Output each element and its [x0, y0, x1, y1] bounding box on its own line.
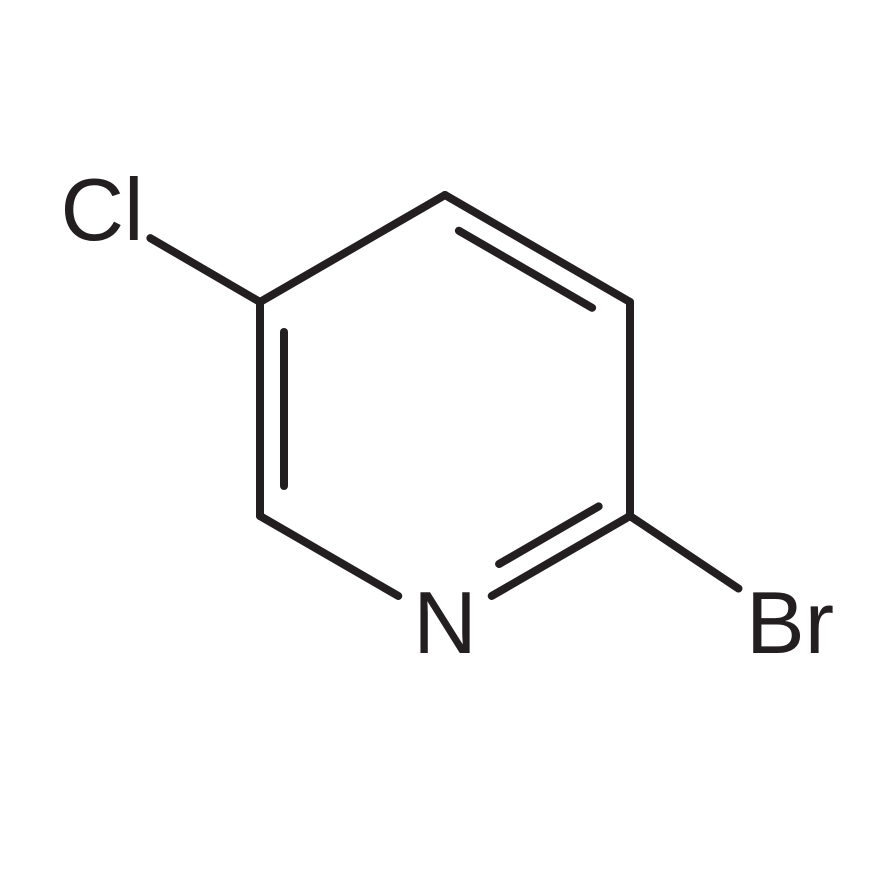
atom-label-cl: Cl — [60, 166, 143, 254]
atom-label-br: Br — [746, 579, 834, 667]
atom-label-n: N — [413, 579, 477, 667]
molecule-svg — [0, 0, 890, 890]
molecule-canvas: Cl N Br — [0, 0, 890, 890]
